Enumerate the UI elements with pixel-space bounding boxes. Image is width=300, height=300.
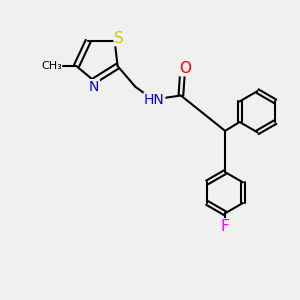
Text: S: S bbox=[114, 31, 124, 46]
Text: F: F bbox=[221, 219, 230, 234]
Text: O: O bbox=[179, 61, 191, 76]
Text: HN: HN bbox=[144, 93, 165, 107]
Text: N: N bbox=[89, 80, 99, 94]
Text: CH₃: CH₃ bbox=[41, 61, 62, 71]
